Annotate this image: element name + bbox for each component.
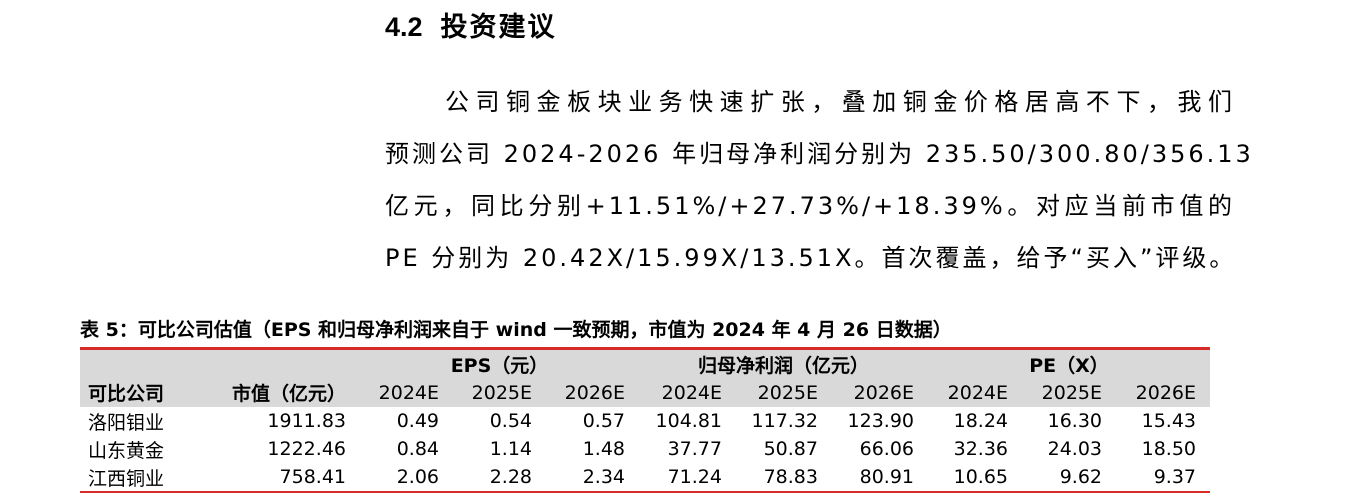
section-title: 投资建议	[440, 12, 557, 43]
table-cell: 1.48	[582, 438, 625, 460]
table-cell: 0.57	[582, 410, 625, 432]
table-cell: 1.14	[489, 438, 532, 460]
table-cell: 78.83	[763, 466, 818, 488]
group-header-profit: 归母净利润（亿元）	[698, 354, 870, 377]
table-column-header-row: 可比公司 市值（亿元） 2024E 2025E 2026E 2024E 2025…	[80, 378, 1211, 407]
table-title: 表 5：可比公司估值（EPS 和归母净利润来自于 wind 一致预期，市值为 2…	[80, 319, 952, 341]
paragraph-line: PE 分别为 20.42X/15.99X/13.51X。首次覆盖，给予“买入”评…	[385, 244, 1237, 272]
table-cell: 117.32	[751, 410, 818, 432]
col-header: 可比公司	[88, 383, 165, 405]
table-cell: 104.81	[655, 410, 722, 432]
table-cell: 山东黄金	[88, 439, 165, 462]
valuation-table: EPS（元） 归母净利润（亿元） PE（X） 可比公司 市值（亿元） 2024E…	[80, 350, 1211, 491]
table-group-header-row: EPS（元） 归母净利润（亿元） PE（X）	[80, 350, 1211, 378]
table-cell: 37.77	[667, 438, 722, 460]
table-cell: 2.34	[582, 466, 625, 488]
table-row: 江西铜业 758.41 2.06 2.28 2.34 71.24 78.83 8…	[80, 463, 1210, 491]
table-cell: 洛阳钼业	[88, 411, 165, 434]
table-row: 洛阳钼业 1911.83 0.49 0.54 0.57 104.81 117.3…	[80, 407, 1210, 435]
table-cell: 0.84	[396, 438, 439, 460]
table-cell: 32.36	[953, 438, 1009, 460]
table-cell: 1911.83	[267, 410, 346, 432]
col-header: 2024E	[947, 381, 1009, 404]
paragraph-line: 公司铜金板块业务快速扩张，叠加铜金价格居高不下，我们	[445, 88, 1235, 116]
table-cell: 80.91	[859, 466, 915, 488]
table-cell: 2.28	[489, 466, 532, 488]
group-header-eps: EPS（元）	[450, 354, 549, 377]
col-header: 2025E	[757, 381, 818, 404]
group-header-pe: PE（X）	[1029, 354, 1109, 377]
table-cell: 0.49	[396, 410, 439, 432]
table-row: 山东黄金 1222.46 0.84 1.14 1.48 37.77 50.87 …	[80, 435, 1210, 463]
col-header: 市值（亿元）	[231, 383, 346, 405]
paragraph-line: 亿元，同比分别+11.51%/+27.73%/+18.39%。对应当前市值的	[385, 192, 1235, 220]
table-cell: 9.62	[1059, 466, 1103, 488]
table-cell: 1222.46	[267, 438, 346, 460]
table-cell: 9.37	[1153, 466, 1197, 488]
table-cell: 2.06	[396, 466, 439, 488]
col-header: 2026E	[564, 381, 625, 404]
paragraph-line: 预测公司 2024-2026 年归母净利润分别为 235.50/300.80/3…	[385, 140, 1254, 168]
valuation-table-wrap: EPS（元） 归母净利润（亿元） PE（X） 可比公司 市值（亿元） 2024E…	[80, 347, 1211, 493]
table-cell: 71.24	[667, 466, 722, 488]
col-header: 2026E	[853, 381, 915, 404]
table-cell: 10.65	[953, 466, 1009, 488]
col-header: 2024E	[661, 381, 722, 404]
table-cell: 24.03	[1047, 438, 1103, 460]
table-cell: 0.54	[489, 410, 532, 432]
col-header: 2026E	[1135, 381, 1197, 404]
section-heading: 4.2 投资建议	[385, 8, 557, 46]
table-cell: 50.87	[763, 438, 818, 460]
table-cell: 江西铜业	[88, 467, 165, 490]
table-cell: 15.43	[1141, 410, 1197, 432]
table-bottom-rule	[80, 491, 1210, 493]
col-header: 2024E	[378, 381, 439, 404]
table-cell: 16.30	[1047, 410, 1103, 432]
table-cell: 66.06	[859, 438, 915, 460]
table-cell: 18.24	[953, 410, 1009, 432]
investment-paragraph: 公司铜金板块业务快速扩张，叠加铜金价格居高不下，我们 预测公司 2024-202…	[385, 76, 1254, 284]
table-cell: 758.41	[279, 466, 346, 488]
table-cell: 18.50	[1141, 438, 1197, 460]
col-header: 2025E	[1041, 381, 1103, 404]
table-cell: 123.90	[847, 410, 915, 432]
col-header: 2025E	[471, 381, 532, 404]
section-number: 4.2	[385, 12, 423, 42]
table-top-rule	[80, 347, 1210, 350]
